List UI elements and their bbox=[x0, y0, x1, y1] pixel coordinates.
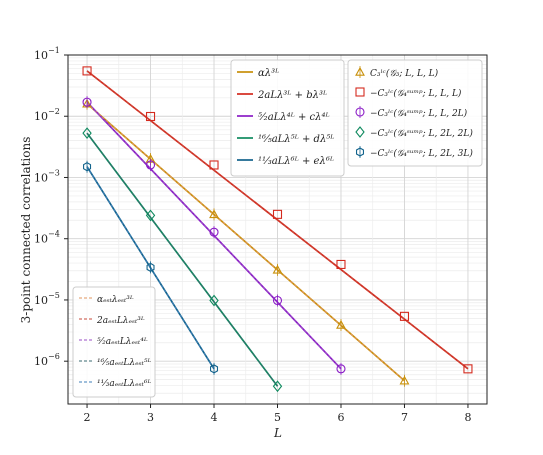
x-tick-label: 8 bbox=[464, 411, 471, 424]
estimate-line bbox=[86, 132, 278, 387]
diamond-marker bbox=[272, 380, 283, 393]
y-tick-label: 10 bbox=[34, 49, 48, 62]
square-marker bbox=[82, 66, 92, 76]
fit-legend-box bbox=[230, 59, 345, 177]
estimate-legend-label: αₑₛₜλₑₛₜ³ᴸ bbox=[97, 295, 134, 305]
y-tick-label: 10 bbox=[34, 171, 48, 184]
estimate-legend: αₑₛₜλₑₛₜ³ᴸ 2aₑₛₜLλₑₛₜ³ᴸ ⁵⁄₂aₑₛₜLλₑₛₜ⁴ᴸ ¹⁶⁄₅… bbox=[72, 286, 156, 398]
fit-legend-label: 2aLλ³ᴸ + bλ³ᴸ bbox=[257, 90, 327, 101]
data-legend-label: C₃ˡᶜ(𝒢₃; L, L, L) bbox=[370, 68, 439, 79]
x-tick-label: 4 bbox=[211, 411, 218, 424]
data-legend: C₃ˡᶜ(𝒢₃; L, L, L) −C₃ˡᶜ(𝒢₄ˢᵘᵐᵖ; L, L, L) −… bbox=[347, 59, 483, 167]
diamond-marker bbox=[145, 209, 156, 222]
x-axis-label: L bbox=[273, 426, 282, 440]
square-marker bbox=[145, 111, 156, 122]
diamond-marker bbox=[82, 127, 92, 140]
y-axis-ticks: 10−110−210−310−410−510−6 bbox=[34, 46, 68, 368]
data-legend-label: −C₃ˡᶜ(𝒢₄ˢᵘᵐᵖ; L, L, L) bbox=[370, 88, 462, 99]
estimate-legend-box bbox=[72, 286, 156, 398]
x-axis-ticks: 2 3 4 5 6 7 8 bbox=[84, 404, 471, 424]
x-tick-label: 7 bbox=[401, 411, 408, 424]
fit-legend-label: ¹⁶⁄₅aLλ⁵ᴸ + dλ⁵ᴸ bbox=[258, 134, 335, 145]
x-tick-label: 2 bbox=[84, 411, 91, 424]
y-tick-label: 10 bbox=[34, 355, 48, 368]
diamond-marker bbox=[355, 126, 365, 138]
fit-legend-label: αλ³ᴸ bbox=[258, 68, 279, 79]
fit-legend-label: ⁵⁄₂aLλ⁴ᴸ + cλ⁴ᴸ bbox=[258, 112, 330, 123]
x-tick-label: 5 bbox=[274, 411, 281, 424]
y-tick-label: 10 bbox=[34, 110, 48, 123]
x-tick-label: 6 bbox=[337, 411, 344, 424]
data-legend-box bbox=[347, 59, 483, 167]
y-tick-exponent: −5 bbox=[48, 291, 60, 300]
y-tick-exponent: −2 bbox=[48, 107, 60, 116]
estimate-legend-label: ⁵⁄₂aₑₛₜLλₑₛₜ⁴ᴸ bbox=[97, 337, 148, 347]
y-tick-label: 10 bbox=[34, 233, 48, 246]
estimate-line bbox=[86, 103, 405, 382]
data-legend-label: −C₃ˡᶜ(𝒢₄ˢᵘᵐᵖ; L, 2L, 3L) bbox=[370, 148, 473, 159]
data-legend-label: −C₃ˡᶜ(𝒢₄ˢᵘᵐᵖ; L, 2L, 2L) bbox=[370, 128, 473, 139]
y-tick-exponent: −4 bbox=[48, 230, 60, 239]
square-marker bbox=[272, 209, 283, 219]
square-marker bbox=[399, 311, 410, 321]
x-tick-label: 3 bbox=[147, 411, 154, 424]
y-tick-exponent: −3 bbox=[48, 168, 60, 177]
square-marker bbox=[336, 259, 346, 270]
square-marker bbox=[355, 87, 365, 97]
estimate-line bbox=[86, 101, 342, 370]
estimate-legend-label: 2aₑₛₜLλₑₛₜ³ᴸ bbox=[96, 316, 145, 326]
square-marker bbox=[463, 364, 473, 374]
fit-legend: αλ³ᴸ 2aLλ³ᴸ + bλ³ᴸ ⁵⁄₂aLλ⁴ᴸ + cλ⁴ᴸ ¹⁶⁄₅aLλ⁵… bbox=[230, 59, 345, 177]
data-markers bbox=[82, 66, 473, 393]
data-legend-label: −C₃ˡᶜ(𝒢₄ˢᵘᵐᵖ; L, L, 2L) bbox=[370, 108, 468, 119]
y-tick-exponent: −1 bbox=[48, 46, 60, 55]
estimate-legend-label: ¹¹⁄₃aₑₛₜLλₑₛₜ⁶ᴸ bbox=[97, 379, 151, 389]
estimate-legend-label: ¹⁶⁄₅aₑₛₜLλₑₛₜ⁵ᴸ bbox=[97, 358, 151, 368]
diamond-marker bbox=[209, 294, 219, 307]
fit-legend-label: ¹¹⁄₃aLλ⁶ᴸ + eλ⁶ᴸ bbox=[258, 156, 334, 167]
y-tick-exponent: −6 bbox=[48, 352, 60, 361]
y-tick-label: 10 bbox=[34, 294, 48, 307]
y-axis-label: 3-point connected correlations bbox=[19, 137, 33, 324]
square-marker bbox=[209, 160, 219, 170]
